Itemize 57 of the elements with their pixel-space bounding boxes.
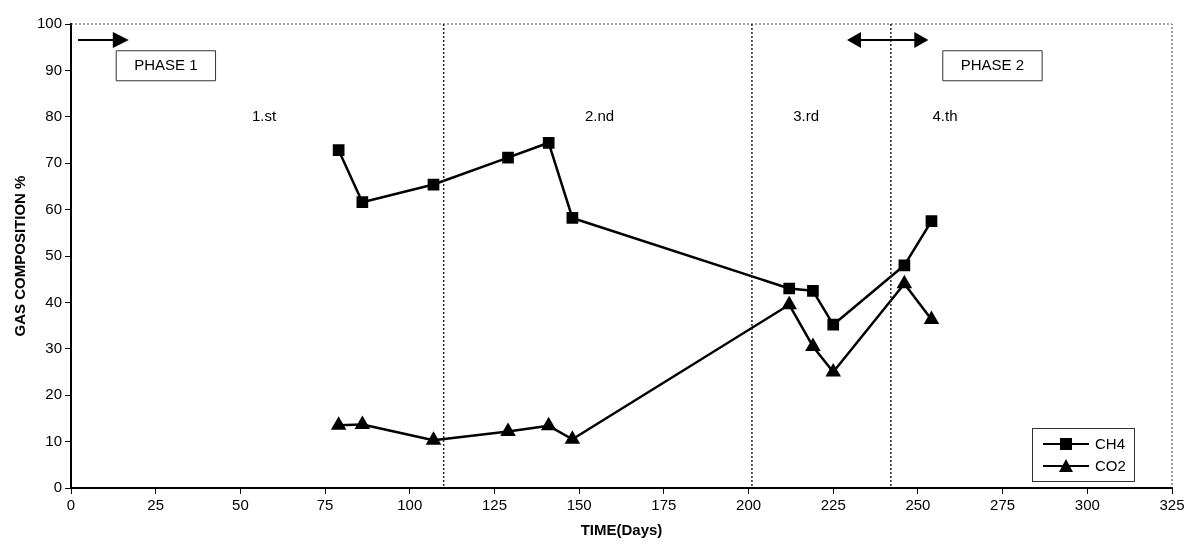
x-tick-label: 225 xyxy=(820,496,846,514)
point xyxy=(541,418,556,431)
point xyxy=(783,282,796,295)
point xyxy=(427,178,440,191)
y-tick-label: 20 xyxy=(45,385,63,403)
x-tick-label: 275 xyxy=(990,496,1016,514)
point xyxy=(827,318,840,331)
annotation: 1.st xyxy=(252,106,278,124)
x-tick-label: 200 xyxy=(736,496,762,514)
point xyxy=(924,311,939,325)
annotation: 2.nd xyxy=(584,106,615,124)
point xyxy=(355,416,370,429)
point xyxy=(331,417,346,430)
point xyxy=(566,212,579,224)
point xyxy=(332,144,345,157)
x-tick-label: 0 xyxy=(66,496,76,514)
point xyxy=(782,296,797,310)
point xyxy=(925,215,938,228)
point xyxy=(897,276,912,289)
x-tick-label: 250 xyxy=(905,496,931,514)
x-tick-label: 125 xyxy=(481,496,507,514)
y-tick-label: 80 xyxy=(45,106,63,124)
y-tick-label: 30 xyxy=(45,338,63,356)
point xyxy=(501,423,515,436)
y-tick-label: 10 xyxy=(45,431,63,449)
y-tick-label: 90 xyxy=(45,60,63,78)
x-axis-title: TIME(Days) xyxy=(580,521,663,539)
x-tick-label: 150 xyxy=(566,496,592,514)
annotation: PHASE 1 xyxy=(134,55,198,73)
legend-label: CO2 xyxy=(1095,456,1126,476)
x-tick-label: 175 xyxy=(651,496,677,514)
point xyxy=(565,431,580,444)
y-tick-label: 50 xyxy=(45,246,63,264)
y-tick-label: 60 xyxy=(45,199,63,217)
point xyxy=(826,364,841,377)
x-tick-label: 25 xyxy=(147,496,165,514)
y-tick-label: 0 xyxy=(53,478,63,496)
x-tick-label: 325 xyxy=(1159,496,1185,514)
point xyxy=(542,136,555,149)
annotation: 3.rd xyxy=(793,106,820,124)
point xyxy=(426,432,441,445)
x-tick-label: 75 xyxy=(316,496,334,514)
annotation: 4.th xyxy=(932,106,958,124)
x-tick-label: 100 xyxy=(397,496,423,514)
y-tick-label: 100 xyxy=(37,14,63,32)
annotation: PHASE 2 xyxy=(960,55,1025,73)
point xyxy=(806,338,820,351)
point xyxy=(502,151,514,164)
point xyxy=(898,259,911,272)
x-tick-label: 50 xyxy=(232,496,249,514)
point xyxy=(356,196,369,209)
y-tick-label: 40 xyxy=(45,292,63,310)
point xyxy=(807,284,819,297)
x-tick-label: 300 xyxy=(1074,496,1100,514)
y-tick-label: 70 xyxy=(45,153,63,171)
legend-label: CH4 xyxy=(1095,434,1126,454)
y-axis-title: GAS COMPOSITION % xyxy=(11,175,29,337)
